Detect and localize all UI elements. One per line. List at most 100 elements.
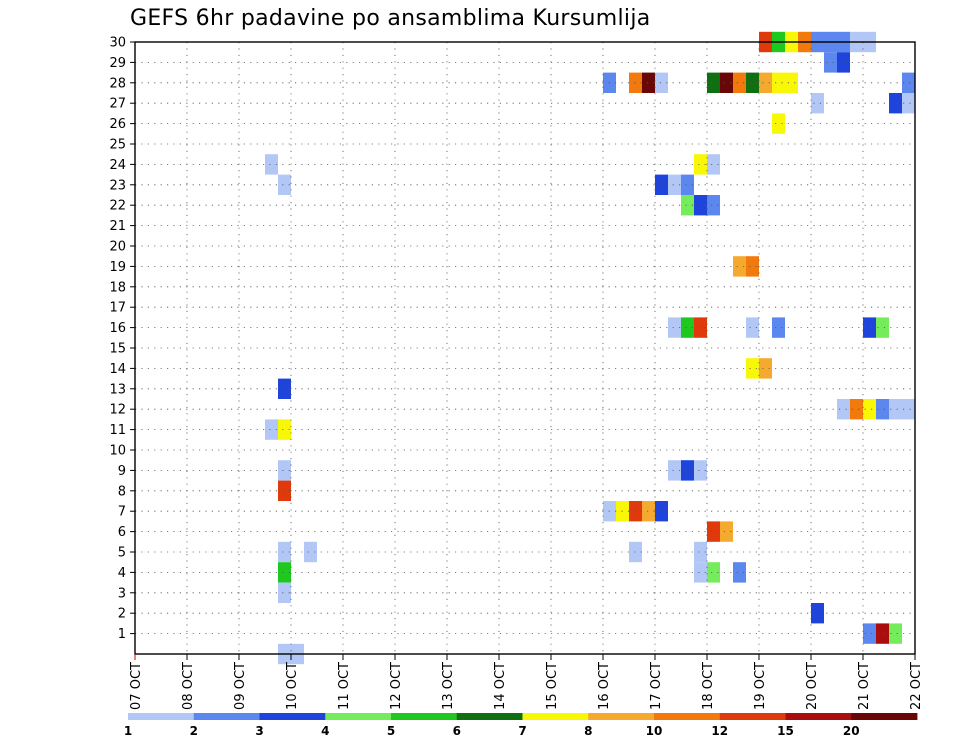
precip-cell	[278, 378, 291, 399]
y-tick-label: 21	[109, 219, 126, 234]
colorbar-label: 15	[777, 724, 794, 738]
y-tick-label: 20	[109, 240, 126, 255]
precip-cell	[278, 582, 291, 603]
y-tick-label: 14	[109, 362, 126, 377]
y-tick-label: 11	[109, 423, 126, 438]
x-tick-label: 11 OCT	[337, 662, 352, 710]
precip-cell	[707, 521, 720, 542]
precip-cell	[642, 72, 655, 93]
precip-cell	[746, 72, 759, 93]
precip-cell	[681, 195, 694, 216]
precip-cell	[720, 72, 733, 93]
x-tick-label: 21 OCT	[857, 662, 872, 710]
colorbar-label: 4	[321, 724, 329, 738]
y-tick-label: 13	[109, 382, 126, 397]
precip-cell	[772, 317, 785, 338]
precip-cell	[304, 541, 317, 563]
colorbar-label: 6	[453, 724, 461, 738]
precip-cell	[694, 541, 707, 563]
precip-cell	[265, 419, 278, 440]
precip-cell	[863, 399, 876, 420]
precip-cell	[681, 460, 694, 481]
precip-cell	[876, 623, 889, 644]
precip-cell	[655, 174, 668, 195]
colorbar-label: 5	[387, 724, 395, 738]
colorbar-segment	[522, 713, 589, 720]
precip-cell	[850, 399, 863, 420]
precip-cell	[876, 399, 889, 420]
y-tick-label: 17	[109, 301, 126, 316]
colorbar-segment	[456, 713, 523, 720]
y-tick-label: 15	[109, 342, 126, 357]
y-tick-label: 16	[109, 321, 126, 336]
y-tick-label: 19	[109, 260, 126, 275]
precip-cell	[733, 562, 746, 583]
y-tick-label: 27	[109, 97, 126, 112]
y-tick-label: 29	[109, 56, 126, 71]
colorbar-label: 7	[518, 724, 526, 738]
colorbar-label: 2	[190, 724, 198, 738]
colorbar: 1 2 3 4 5 6 7 8 10 12 15 20	[124, 713, 918, 738]
x-axis: 07 OCT 08 OCT 09 OCT 10 OCT 11 OCT 12 OCT 13 O…	[129, 654, 924, 710]
precip-cell	[759, 72, 772, 93]
y-tick-label: 6	[118, 525, 126, 540]
x-tick-label: 08 OCT	[181, 662, 196, 710]
precip-cell	[889, 623, 902, 644]
x-tick-label: 17 OCT	[649, 662, 664, 710]
precip-cell	[707, 562, 720, 583]
x-tick-label: 07 OCT	[129, 662, 144, 710]
precip-cell	[746, 317, 759, 338]
precip-cell	[694, 317, 707, 338]
colorbar-segment	[719, 713, 786, 720]
colorbar-label: 8	[584, 724, 592, 738]
precip-cell	[668, 460, 681, 481]
y-tick-label: 23	[109, 178, 126, 193]
precip-cell	[681, 174, 694, 195]
y-tick-label: 3	[118, 586, 126, 601]
colorbar-segment	[785, 713, 852, 720]
y-tick-label: 10	[109, 444, 126, 459]
y-tick-label: 2	[118, 607, 126, 622]
precip-cell	[837, 399, 850, 420]
colorbar-label: 20	[843, 724, 860, 738]
precip-cell	[655, 72, 668, 93]
precip-cell	[863, 317, 876, 338]
precip-cell	[694, 154, 707, 175]
colorbar-label: 10	[646, 724, 663, 738]
y-tick-label: 25	[109, 138, 126, 153]
colorbar-segment	[193, 713, 260, 720]
precip-cell	[837, 52, 850, 73]
precip-cell	[278, 480, 291, 501]
colorbar-segment	[654, 713, 721, 720]
y-tick-label: 28	[109, 76, 126, 91]
precip-cell	[733, 72, 746, 93]
precip-cell	[707, 154, 720, 175]
precip-cell	[902, 72, 915, 93]
precip-cell	[278, 174, 291, 195]
colorbar-segment	[851, 713, 918, 720]
y-tick-label: 18	[109, 280, 126, 295]
colorbar-label: 12	[711, 724, 728, 738]
precip-cell	[668, 174, 681, 195]
grid-layer	[135, 42, 915, 654]
precip-cell	[681, 317, 694, 338]
precip-cell	[642, 501, 655, 522]
precip-cell	[694, 562, 707, 583]
precip-cell	[720, 521, 733, 542]
y-axis: 1234567891011121314151617181920212223242…	[109, 36, 135, 642]
x-tick-label: 16 OCT	[597, 662, 612, 710]
precip-cell	[733, 256, 746, 277]
x-tick-label: 12 OCT	[389, 662, 404, 710]
precip-cell	[863, 623, 876, 644]
x-tick-label: 13 OCT	[441, 662, 456, 710]
y-tick-label: 12	[109, 403, 126, 418]
y-tick-label: 7	[118, 505, 126, 520]
x-tick-label: 10 OCT	[285, 662, 300, 710]
cells-layer	[265, 31, 915, 665]
precip-cell	[707, 195, 720, 216]
precip-cell	[278, 562, 291, 583]
y-tick-label: 4	[118, 566, 126, 581]
precip-cell	[824, 52, 837, 73]
x-tick-label: 15 OCT	[545, 662, 560, 710]
y-tick-label: 30	[109, 36, 126, 51]
